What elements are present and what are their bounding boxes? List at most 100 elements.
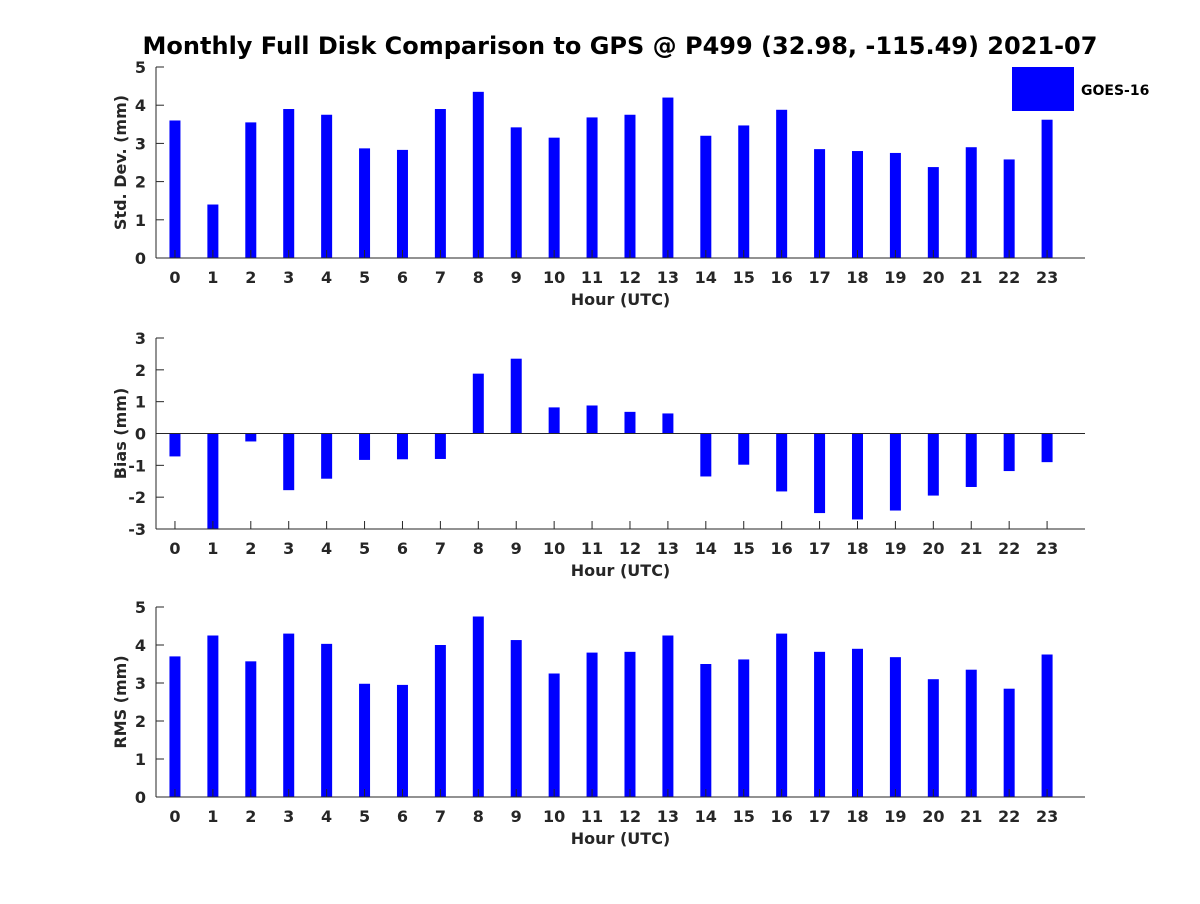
rms-xtick-label: 6	[397, 807, 408, 826]
rms-ytick-label: 0	[135, 788, 146, 807]
bias-bar-15	[738, 433, 750, 465]
bias-xtick-label: 20	[922, 539, 944, 558]
bias-xtick-label: 23	[1036, 539, 1058, 558]
rms-xtick-label: 16	[771, 807, 793, 826]
bias-bar-12	[624, 411, 636, 434]
stddev-xtick-label: 14	[695, 268, 717, 287]
rms-bar-14	[700, 664, 712, 797]
bias-bar-7	[434, 433, 446, 459]
stddev-xtick-label: 8	[473, 268, 484, 287]
rms-bar-20	[927, 679, 939, 797]
rms-xtick-label: 8	[473, 807, 484, 826]
bias-xtick-label: 0	[169, 539, 180, 558]
rms-ylabel: RMS (mm)	[111, 655, 130, 748]
rms-xtick-label: 9	[511, 807, 522, 826]
stddev-bar-0	[169, 120, 181, 258]
stddev-bar-3	[283, 109, 295, 259]
rms-bar-16	[776, 633, 788, 797]
rms-bar-10	[548, 673, 560, 797]
bias-xtick-label: 14	[695, 539, 717, 558]
stddev-xtick-label: 17	[808, 268, 830, 287]
bias-xtick-label: 11	[581, 539, 603, 558]
stddev-ylabel: Std. Dev. (mm)	[111, 95, 130, 230]
rms-bar-6	[396, 684, 408, 797]
stddev-xtick-label: 1	[207, 268, 218, 287]
bias-ytick-label: 0	[135, 425, 146, 444]
bias-xtick-label: 18	[846, 539, 868, 558]
stddev-ytick-label: 0	[135, 249, 146, 268]
bias-xtick-label: 22	[998, 539, 1020, 558]
bias-bar-9	[510, 358, 522, 434]
stddev-bar-11	[586, 117, 598, 258]
stddev-bar-1	[207, 204, 219, 258]
stddev-ytick-label: 1	[135, 211, 146, 230]
bias-bar-5	[359, 433, 371, 460]
stddev-bar-4	[321, 114, 333, 258]
bias-bar-14	[700, 433, 712, 477]
bias-ytick-label: 2	[135, 361, 146, 380]
rms-ytick-label: 4	[135, 636, 146, 655]
stddev-bar-5	[359, 148, 371, 258]
rms-xtick-label: 23	[1036, 807, 1058, 826]
rms-xlabel: Hour (UTC)	[571, 829, 671, 848]
bias-xtick-label: 5	[359, 539, 370, 558]
bias-ytick-label: 3	[135, 329, 146, 348]
bias-xtick-label: 16	[771, 539, 793, 558]
stddev-xtick-label: 6	[397, 268, 408, 287]
stddev-bar-16	[776, 109, 788, 258]
stddev-xtick-label: 13	[657, 268, 679, 287]
legend: GOES-16	[1012, 67, 1149, 111]
bias-ylabel: Bias (mm)	[111, 388, 130, 480]
rms-xtick-label: 2	[245, 807, 256, 826]
rms-xtick-label: 22	[998, 807, 1020, 826]
rms-xtick-label: 12	[619, 807, 641, 826]
stddev-bar-21	[965, 147, 977, 258]
bias-ytick-label: -3	[128, 520, 146, 539]
bias-xtick-label: 8	[473, 539, 484, 558]
bias-xtick-label: 15	[733, 539, 755, 558]
bias-bar-1	[207, 433, 219, 529]
rms-xtick-label: 14	[695, 807, 717, 826]
stddev-xtick-label: 19	[884, 268, 906, 287]
stddev-xtick-label: 5	[359, 268, 370, 287]
bias-xtick-label: 9	[511, 539, 522, 558]
rms-bar-4	[321, 643, 333, 797]
stddev-bar-19	[889, 152, 901, 258]
stddev-xtick-label: 9	[511, 268, 522, 287]
stddev-xtick-label: 18	[846, 268, 868, 287]
rms-xtick-label: 19	[884, 807, 906, 826]
rms-xtick-label: 1	[207, 807, 218, 826]
stddev-bar-17	[814, 149, 826, 258]
legend-label: GOES-16	[1081, 83, 1149, 99]
stddev-xtick-label: 10	[543, 268, 565, 287]
rms-xtick-label: 21	[960, 807, 982, 826]
rms-bar-18	[851, 648, 863, 797]
bias-bar-19	[889, 433, 901, 511]
rms-bar-21	[965, 669, 977, 797]
stddev-xtick-label: 16	[771, 268, 793, 287]
bias-xtick-label: 13	[657, 539, 679, 558]
stddev-xtick-label: 23	[1036, 268, 1058, 287]
rms-xtick-label: 13	[657, 807, 679, 826]
rms-bar-22	[1003, 688, 1015, 797]
stddev-xtick-label: 12	[619, 268, 641, 287]
rms-xtick-label: 18	[846, 807, 868, 826]
stddev-xtick-label: 15	[733, 268, 755, 287]
bias-bar-17	[814, 433, 826, 514]
stddev-xtick-label: 2	[245, 268, 256, 287]
rms-xtick-label: 15	[733, 807, 755, 826]
stddev-xtick-label: 11	[581, 268, 603, 287]
rms-xtick-label: 20	[922, 807, 944, 826]
bias-ytick-label: 1	[135, 393, 146, 412]
stddev-xtick-label: 4	[321, 268, 332, 287]
bias-bar-6	[396, 433, 408, 460]
bias-bar-4	[321, 433, 333, 479]
rms-xtick-label: 17	[808, 807, 830, 826]
rms-bar-19	[889, 657, 901, 797]
rms-xtick-label: 4	[321, 807, 332, 826]
bias-bar-8	[472, 373, 484, 434]
stddev-ytick-label: 3	[135, 134, 146, 153]
rms-bar-17	[814, 651, 826, 797]
